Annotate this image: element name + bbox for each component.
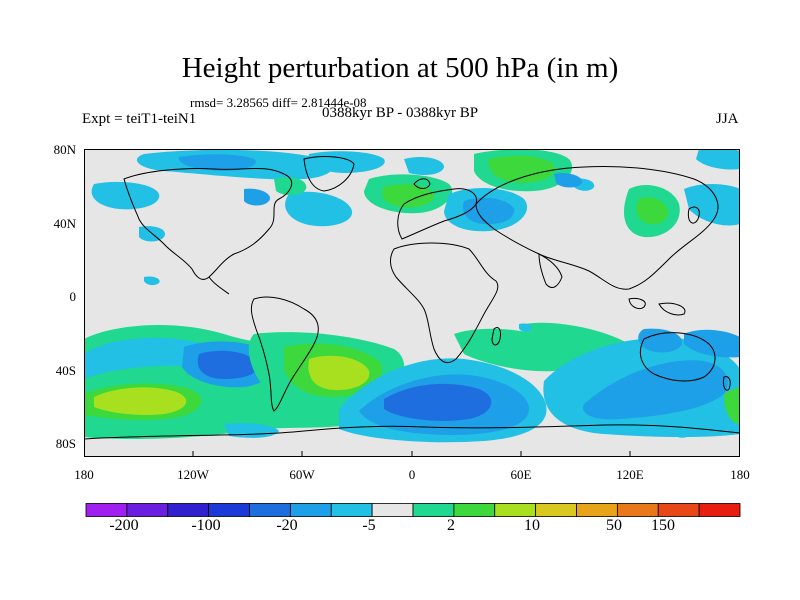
colorbar-label: 2 — [447, 517, 455, 534]
lon-label: 60E — [510, 467, 532, 482]
colorbar-swatch — [657, 503, 700, 517]
colorbar-swatch — [576, 503, 618, 517]
colorbar-swatch — [371, 503, 414, 517]
colorbar-swatch — [208, 503, 250, 517]
lat-label: 40N — [53, 216, 76, 231]
colorbar-swatch — [167, 503, 210, 517]
experiment-label: Expt = teiT1-teiN1 — [82, 111, 197, 127]
colorbar — [85, 503, 741, 517]
period-label: 0388kyr BP - 0388kyr BP — [322, 105, 479, 121]
season-label: JJA — [716, 111, 739, 127]
colorbar-label: 10 — [524, 517, 540, 534]
lon-label: 180 — [730, 467, 750, 482]
stats-text: rmsd= 3.28565 diff= 2.81444e-08 — [190, 95, 367, 110]
lat-label: 40S — [55, 363, 76, 378]
colorbar-swatch — [249, 503, 291, 517]
plot-title: Height perturbation at 500 hPa (in m) — [181, 52, 619, 84]
lon-label: 180 — [74, 467, 94, 482]
lon-label: 0 — [408, 467, 416, 482]
colorbar-swatch — [412, 503, 455, 517]
colorbar-label: -5 — [362, 517, 376, 534]
lat-label: 0 — [69, 289, 77, 304]
colorbar-swatch — [330, 503, 373, 517]
lon-label: 120E — [616, 467, 644, 482]
colorbar-swatch — [453, 503, 496, 517]
lon-label: 60W — [289, 467, 315, 482]
coastlines — [84, 156, 740, 440]
colorbar-label: 50 — [606, 517, 622, 534]
axis-ticks — [192, 451, 631, 457]
colorbar-swatch — [616, 503, 659, 517]
lat-label: 80S — [55, 436, 76, 451]
colorbar-swatch — [289, 503, 332, 517]
colorbar-swatch — [85, 503, 128, 517]
colorbar-swatch — [698, 503, 741, 517]
lat-label: 80N — [53, 142, 76, 157]
colorbar-swatch — [535, 503, 577, 517]
contour-field — [84, 149, 740, 443]
map-plot — [84, 149, 740, 457]
colorbar-swatch — [126, 503, 169, 517]
colorbar-swatch — [494, 503, 537, 517]
colorbar-label: -200 — [109, 517, 139, 534]
colorbar-label: -100 — [191, 517, 221, 534]
colorbar-label: 150 — [651, 517, 675, 534]
lon-label: 120W — [177, 467, 209, 482]
colorbar-label: -20 — [276, 517, 298, 534]
